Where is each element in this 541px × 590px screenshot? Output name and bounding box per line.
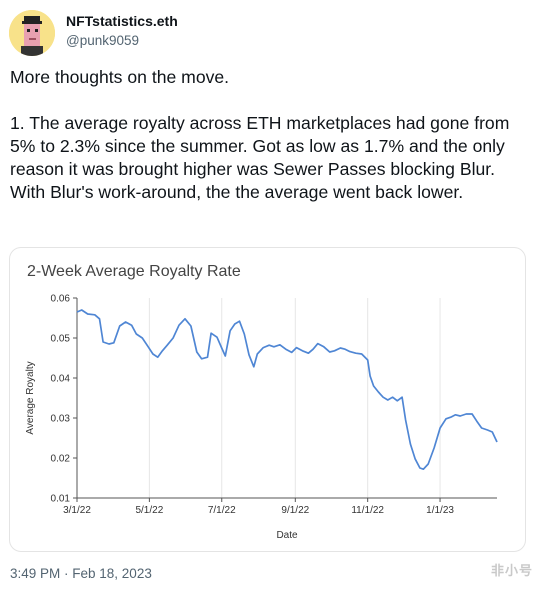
watermark-text: 非小号 [490,563,533,578]
author-name[interactable]: NFTstatistics.eth [66,13,178,29]
y-tick-label: 0.04 [51,374,71,385]
x-tick-label: 7/1/22 [208,505,236,516]
author-handle[interactable]: @punk9059 [66,33,140,48]
chart-title: 2-Week Average Royalty Rate [27,263,241,280]
royalty-rate-line-chart: 0.01 0.02 0.03 0.04 0.05 0.06 3/1/22 5/1/22 7/1/… [25,294,498,541]
tweet-text: More thoughts on the move. 1. The averag… [10,67,510,202]
tweet-timestamp[interactable]: 3:49 PM · Feb 18, 2023 [10,566,152,581]
chart-image-card[interactable]: 2-Week Average Royalty Rate 0.01 0.02 0.03… [9,247,526,552]
y-tick-label: 0.02 [51,454,71,465]
x-tick-label: 1/1/23 [426,505,454,516]
x-tick-label: 9/1/22 [281,505,309,516]
y-tick-label: 0.05 [51,334,71,345]
y-tick-label: 0.06 [51,294,71,305]
x-tick-label: 3/1/22 [63,505,91,516]
x-axis-title: Date [276,530,298,541]
y-tick-label: 0.01 [51,494,71,505]
x-tick-label: 5/1/22 [135,505,163,516]
x-tick-label: 11/1/22 [351,505,384,516]
y-axis-title: Average Royalty [25,361,36,434]
y-tick-label: 0.03 [51,414,71,425]
author-avatar[interactable] [9,10,55,56]
royalty-series-line [76,309,498,471]
pixel-punk-avatar-icon [9,10,55,56]
